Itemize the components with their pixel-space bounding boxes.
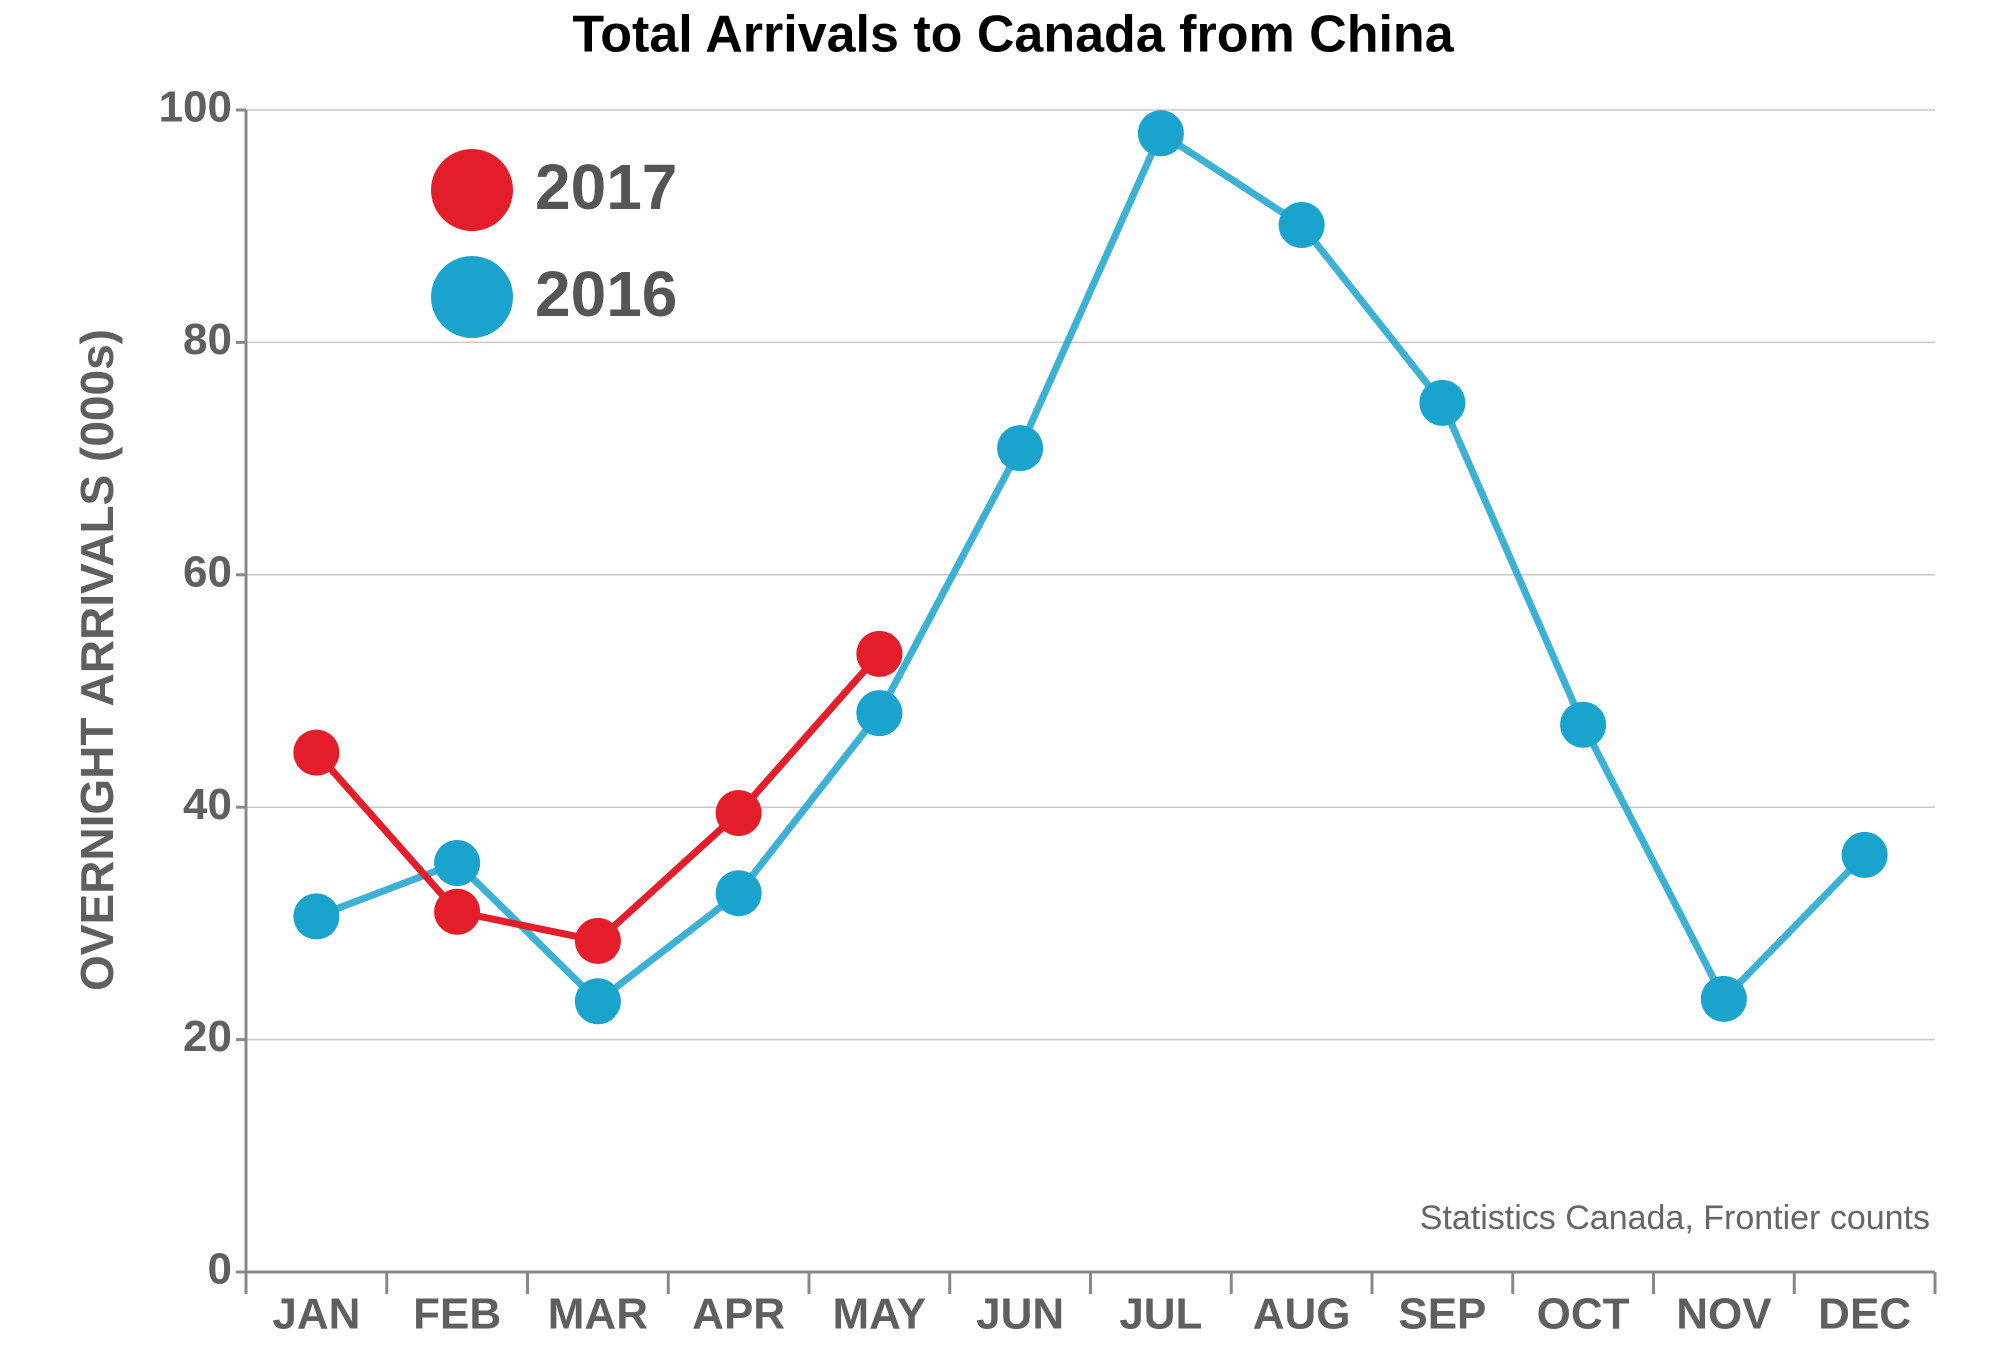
y-axis-label: OVERNIGHT ARRIVALS (000s) — [71, 329, 123, 991]
x-tick-label: FEB — [413, 1290, 501, 1339]
series-line — [315, 129, 1868, 1005]
data-point — [1700, 975, 1747, 1022]
y-tick-label: 60 — [183, 547, 232, 596]
legend-swatch — [431, 149, 513, 231]
legend-label: 2017 — [535, 151, 677, 223]
data-point — [293, 893, 340, 940]
legend-label: 2016 — [535, 258, 677, 330]
y-tick-label: 0 — [208, 1245, 232, 1294]
data-point — [1560, 701, 1607, 748]
source-note: Statistics Canada, Frontier counts — [1420, 1199, 1930, 1237]
data-point — [434, 888, 481, 935]
chart-title: Total Arrivals to Canada from China — [572, 6, 1454, 64]
x-tick-label: JUL — [1119, 1290, 1202, 1339]
x-tick-label: DEC — [1818, 1290, 1911, 1339]
x-tick-label: AUG — [1253, 1290, 1351, 1339]
x-tick-label: APR — [692, 1290, 785, 1339]
data-point — [1137, 110, 1184, 157]
x-tick-label: JUN — [976, 1290, 1064, 1339]
data-point — [856, 690, 903, 737]
data-point — [574, 917, 621, 964]
data-point — [997, 425, 1044, 472]
data-point — [1419, 379, 1466, 426]
x-tick-label: OCT — [1537, 1290, 1630, 1339]
y-tick-label: 40 — [183, 780, 232, 829]
x-tick-label: MAY — [833, 1290, 927, 1339]
data-point — [293, 729, 340, 776]
data-point — [856, 630, 903, 677]
data-point — [574, 978, 621, 1025]
x-tick-label: NOV — [1676, 1290, 1772, 1339]
y-tick-label: 80 — [183, 315, 232, 364]
data-point — [715, 790, 762, 837]
data-point — [1841, 831, 1888, 878]
data-point — [715, 870, 762, 917]
data-point — [434, 839, 481, 886]
data-point — [1278, 202, 1325, 249]
y-tick-label: 100 — [159, 83, 232, 132]
y-tick-label: 20 — [183, 1012, 232, 1061]
series-line — [313, 651, 882, 945]
x-tick-label: MAR — [548, 1290, 648, 1339]
legend-swatch — [431, 256, 513, 338]
x-tick-label: SEP — [1398, 1290, 1486, 1339]
x-tick-label: JAN — [272, 1290, 360, 1339]
